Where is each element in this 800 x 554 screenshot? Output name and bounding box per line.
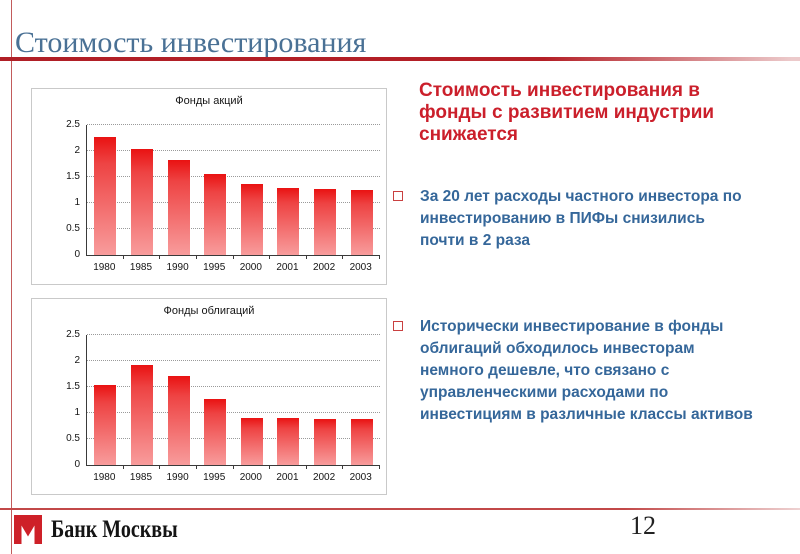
x-axis-label: 1985 — [129, 472, 153, 483]
y-axis-label: 0 — [74, 249, 80, 260]
bank-logo: Банк Москвы — [14, 515, 209, 544]
left-edge-line — [11, 0, 12, 554]
bar — [240, 418, 263, 465]
chart-plot-area — [86, 334, 380, 466]
x-axis-label: 2000 — [239, 472, 262, 483]
x-axis-label: 2000 — [239, 262, 262, 273]
axis-tick — [379, 465, 380, 469]
panel-heading: Стоимость инвестирования в фонды с разви… — [419, 80, 715, 145]
bar — [94, 137, 117, 255]
axis-tick — [122, 465, 124, 469]
y-axis-label: 0.5 — [66, 433, 80, 444]
bank-m-icon — [14, 515, 42, 544]
bar — [314, 419, 337, 465]
x-axis-label: 2003 — [349, 262, 372, 273]
x-axis-label: 1990 — [166, 472, 189, 483]
y-axis-label: 1.5 — [66, 381, 80, 392]
gridline — [87, 176, 380, 177]
axis-tick — [122, 255, 124, 259]
axis-tick — [305, 465, 307, 469]
bar — [314, 188, 337, 255]
axis-tick — [269, 465, 271, 469]
x-axis-label: 2002 — [312, 262, 336, 273]
bank-name: Банк Москвы — [51, 516, 178, 543]
x-axis-label: 1990 — [166, 262, 189, 273]
slide-title: Стоимость инвестирования — [15, 26, 367, 60]
gridline — [87, 386, 380, 387]
gridline — [87, 334, 380, 335]
equity-funds-chart: Фонды акций 0 0.5 1 1.5 2 2.5 1980 1985 1990 1995… — [31, 88, 387, 285]
bar — [130, 149, 153, 255]
bullet-item: Исторически инвестирование в фонды облиг… — [393, 316, 791, 426]
y-axis-label: 2.5 — [66, 329, 80, 340]
top-divider — [0, 57, 800, 61]
bar — [167, 160, 190, 255]
y-axis-label: 2.5 — [66, 119, 80, 130]
x-axis-label: 1985 — [129, 262, 153, 273]
bullet-square-icon — [393, 191, 403, 201]
bullet-text: За 20 лет расходы частного инвестора по … — [420, 188, 742, 249]
x-axis-label: 1995 — [203, 472, 226, 483]
x-axis-label: 1980 — [93, 472, 116, 483]
y-axis-label: 1 — [74, 407, 80, 418]
y-axis-label: 0 — [74, 459, 80, 470]
gridline — [87, 360, 380, 361]
axis-tick — [195, 465, 197, 469]
bullet-text: Исторически инвестирование в фонды облиг… — [420, 318, 753, 423]
x-axis-label: 1980 — [93, 262, 116, 273]
chart-title: Фонды акций — [175, 95, 243, 107]
axis-tick — [379, 255, 380, 259]
bar — [240, 184, 263, 255]
y-axis-label: 1.5 — [66, 171, 80, 182]
bar — [204, 174, 227, 255]
axis-tick — [159, 465, 161, 469]
bullet-item: За 20 лет расходы частного инвестора по … — [393, 186, 791, 252]
y-axis-label: 2 — [74, 355, 80, 366]
bar — [277, 187, 300, 255]
gridline — [87, 228, 380, 229]
gridline — [87, 150, 380, 151]
x-axis-label: 1995 — [203, 262, 226, 273]
y-axis-label: 2 — [74, 145, 80, 156]
x-axis-label: 2001 — [276, 472, 299, 483]
gridline — [87, 202, 380, 203]
x-axis-label: 2002 — [312, 472, 336, 483]
gridline — [87, 438, 380, 439]
axis-tick — [159, 255, 161, 259]
axis-tick — [305, 255, 307, 259]
x-axis-label: 2003 — [349, 472, 372, 483]
bar — [277, 417, 300, 465]
axis-tick — [342, 465, 344, 469]
bar — [94, 384, 117, 465]
axis-tick — [232, 465, 234, 469]
axis-tick — [232, 255, 234, 259]
bottom-divider — [0, 508, 800, 510]
chart-plot-area — [86, 124, 380, 256]
x-axis-label: 2001 — [276, 262, 299, 273]
y-axis-label: 1 — [74, 197, 80, 208]
bar — [167, 376, 190, 465]
bar — [204, 399, 227, 465]
bar — [130, 365, 153, 465]
bullet-square-icon — [393, 321, 403, 331]
axis-tick — [269, 255, 271, 259]
axis-tick — [195, 255, 197, 259]
gridline — [87, 124, 380, 125]
y-axis-label: 0.5 — [66, 223, 80, 234]
bar — [350, 190, 373, 255]
axis-tick — [342, 255, 344, 259]
bond-funds-chart: Фонды облигаций 0 0.5 1 1.5 2 2.5 1980 1985 1990… — [31, 298, 387, 495]
page-number: 12 — [630, 511, 656, 540]
gridline — [87, 412, 380, 413]
chart-title: Фонды облигаций — [163, 305, 255, 317]
bar — [350, 419, 373, 465]
